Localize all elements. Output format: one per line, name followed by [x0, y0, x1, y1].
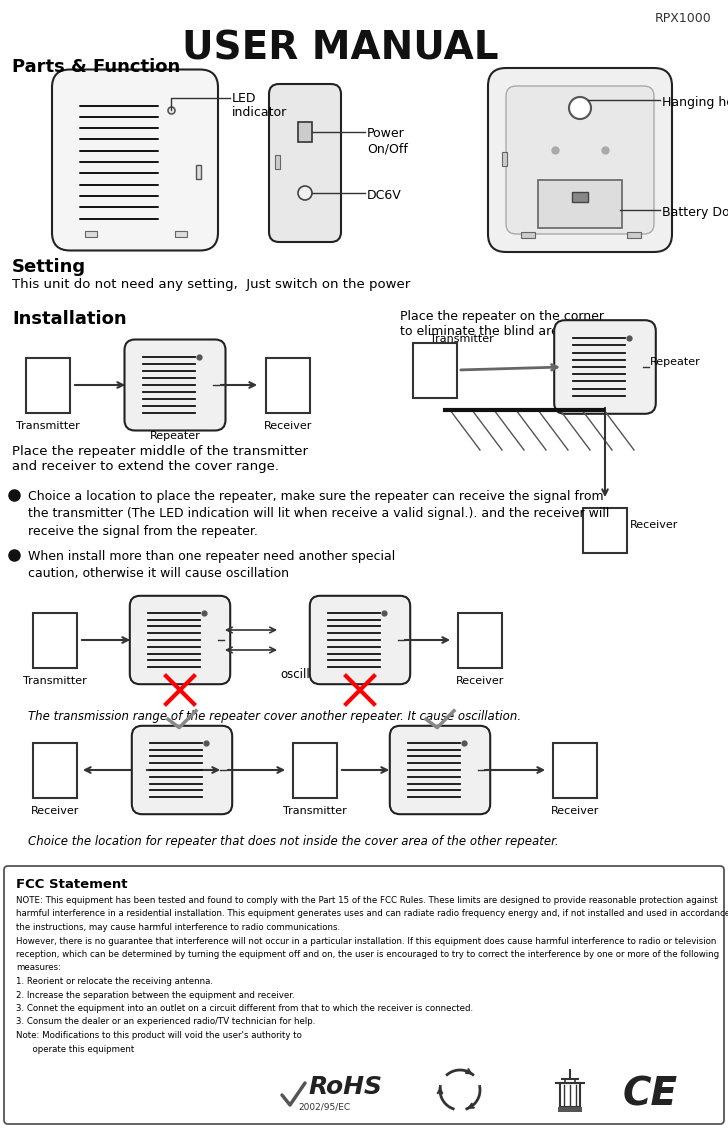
Text: Receiver: Receiver: [264, 421, 312, 431]
Text: Power
On/Off: Power On/Off: [367, 127, 408, 155]
Bar: [502, 152, 507, 166]
FancyBboxPatch shape: [488, 68, 672, 252]
Text: measures:: measures:: [16, 964, 61, 973]
Bar: [293, 742, 337, 797]
Text: reception, which can be determined by turning the equipment off and on, the user: reception, which can be determined by tu…: [16, 950, 719, 959]
Text: Place the repeater middle of the transmitter
and receiver to extend the cover ra: Place the repeater middle of the transmi…: [12, 444, 308, 473]
Text: Receiver: Receiver: [31, 806, 79, 815]
Circle shape: [569, 97, 591, 119]
Text: Place the repeater on the corner
to eliminate the blind area.: Place the repeater on the corner to elim…: [400, 310, 604, 338]
Text: Choice the location for repeater that does not inside the cover area of the othe: Choice the location for repeater that do…: [28, 835, 558, 848]
Bar: [583, 508, 627, 553]
Text: When install more than one repeater need another special
caution, otherwise it w: When install more than one repeater need…: [28, 550, 395, 580]
Text: FCC Statement: FCC Statement: [16, 878, 127, 891]
Bar: [33, 742, 77, 797]
Bar: [298, 122, 312, 143]
Text: LED
indicator: LED indicator: [232, 92, 288, 120]
Text: Repeater: Repeater: [150, 431, 200, 441]
Text: Battery Door: Battery Door: [662, 206, 728, 219]
Text: oscillation: oscillation: [280, 668, 340, 681]
Text: 1. Reorient or relocate the receiving antenna.: 1. Reorient or relocate the receiving an…: [16, 977, 213, 986]
Bar: [85, 231, 97, 236]
Bar: [413, 343, 457, 397]
Text: Note: Modifications to this product will void the user's authority to: Note: Modifications to this product will…: [16, 1031, 302, 1041]
Bar: [553, 742, 597, 797]
Text: Transmitter: Transmitter: [430, 334, 494, 344]
Text: 2002/95/EC: 2002/95/EC: [298, 1103, 350, 1112]
FancyBboxPatch shape: [132, 726, 232, 814]
Bar: [458, 613, 502, 667]
FancyBboxPatch shape: [554, 320, 656, 414]
Text: 2. Increase the separation between the equipment and receiver.: 2. Increase the separation between the e…: [16, 991, 295, 1000]
Bar: [175, 231, 187, 236]
Text: harmful interference in a residential installation. This equipment generates use: harmful interference in a residential in…: [16, 909, 728, 918]
Text: 3. Consum the dealer or an experienced radio/TV technician for help.: 3. Consum the dealer or an experienced r…: [16, 1018, 315, 1027]
Text: Receiver: Receiver: [630, 520, 678, 530]
Text: This unit do not need any setting,  Just switch on the power: This unit do not need any setting, Just …: [12, 278, 411, 291]
FancyBboxPatch shape: [269, 84, 341, 242]
Text: However, there is no guarantee that interference will not occur in a particular : However, there is no guarantee that inte…: [16, 936, 716, 946]
Text: the instructions, may cause harmful interference to radio communications.: the instructions, may cause harmful inte…: [16, 923, 340, 932]
Text: Receiver: Receiver: [456, 676, 505, 687]
Text: DC6V: DC6V: [367, 189, 402, 202]
Text: operate this equipment: operate this equipment: [16, 1045, 134, 1053]
FancyBboxPatch shape: [506, 86, 654, 234]
Text: Transmitter: Transmitter: [16, 421, 80, 431]
FancyBboxPatch shape: [52, 69, 218, 250]
Text: USER MANUAL: USER MANUAL: [182, 31, 498, 68]
Bar: [627, 232, 641, 238]
Circle shape: [298, 185, 312, 200]
Text: Hanging hole: Hanging hole: [662, 96, 728, 109]
Text: 3. Connet the equipment into an outlet on a circuit different from that to which: 3. Connet the equipment into an outlet o…: [16, 1004, 473, 1013]
Bar: [33, 613, 77, 667]
Text: Setting: Setting: [12, 258, 86, 276]
Text: Choice a location to place the repeater, make sure the repeater can receive the : Choice a location to place the repeater,…: [28, 490, 609, 538]
Bar: [521, 232, 535, 238]
Text: Receiver: Receiver: [551, 806, 599, 815]
FancyBboxPatch shape: [389, 726, 490, 814]
Bar: [26, 357, 70, 413]
Bar: [275, 155, 280, 169]
Text: Transmitter: Transmitter: [283, 806, 347, 815]
Bar: [196, 165, 201, 179]
Text: Installation: Installation: [12, 310, 127, 328]
FancyBboxPatch shape: [310, 596, 410, 684]
Text: Transmitter: Transmitter: [23, 676, 87, 687]
Bar: [560, 1083, 580, 1107]
FancyBboxPatch shape: [130, 596, 230, 684]
Text: The transmission range of the repeater cover another repeater. It cause oscillat: The transmission range of the repeater c…: [28, 710, 521, 723]
Text: NOTE: This equipment has been tested and found to comply with the Part 15 of the: NOTE: This equipment has been tested and…: [16, 896, 718, 905]
Text: CE: CE: [622, 1074, 678, 1113]
Text: Parts & Function: Parts & Function: [12, 58, 181, 76]
Bar: [572, 192, 588, 202]
Bar: [538, 180, 622, 228]
Text: RPX1000: RPX1000: [655, 12, 712, 25]
Bar: [266, 357, 310, 413]
FancyBboxPatch shape: [124, 339, 226, 431]
Text: Repeater: Repeater: [650, 357, 701, 366]
Text: RoHS: RoHS: [308, 1074, 382, 1099]
FancyBboxPatch shape: [4, 866, 724, 1124]
Bar: [558, 1107, 582, 1112]
